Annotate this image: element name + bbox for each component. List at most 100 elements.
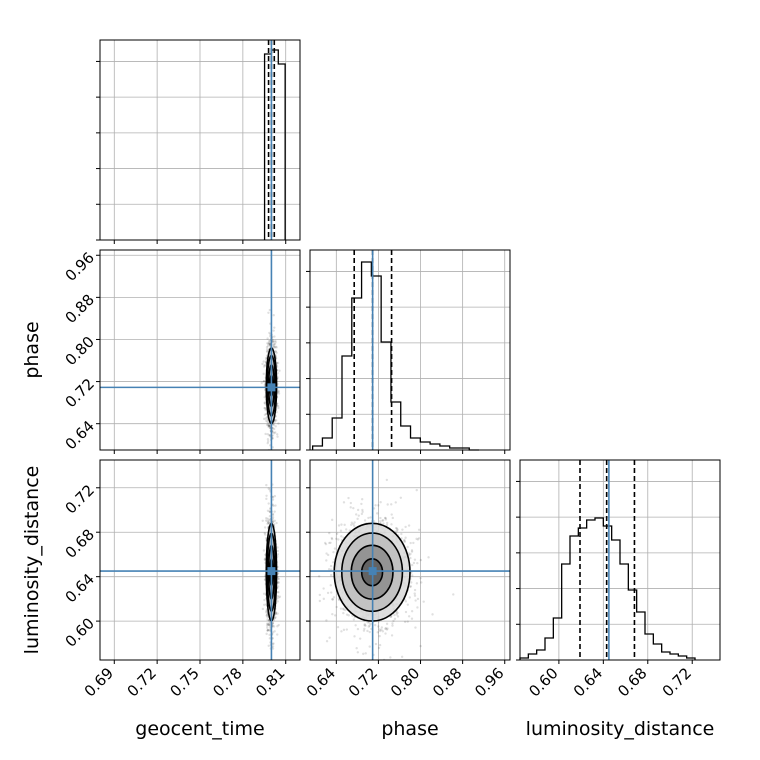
- sample-point: [369, 516, 372, 519]
- sample-point: [263, 364, 266, 367]
- sample-point: [265, 348, 269, 351]
- sample-point: [263, 531, 266, 535]
- sample-point: [262, 549, 266, 552]
- sample-point: [265, 611, 268, 614]
- sample-point: [267, 502, 270, 505]
- sample-point: [347, 496, 350, 500]
- sample-point: [268, 621, 271, 625]
- sample-point: [267, 423, 271, 427]
- sample-point: [355, 647, 358, 650]
- sample-point: [385, 523, 389, 527]
- sample-point: [416, 597, 420, 601]
- sample-point: [276, 361, 280, 365]
- sample-point: [266, 517, 270, 521]
- sample-point: [361, 498, 364, 501]
- sample-point: [265, 624, 269, 627]
- sample-point: [401, 528, 404, 531]
- sample-point: [339, 529, 343, 532]
- x-axis-label-luminosity_distance: luminosity_distance: [526, 718, 715, 740]
- sample-point: [327, 567, 331, 571]
- sample-point: [266, 622, 270, 626]
- sample-point: [367, 621, 371, 624]
- sample-point: [268, 637, 272, 640]
- sample-point: [350, 521, 354, 524]
- sample-point: [260, 381, 263, 384]
- x-tick-label-geocent_time: 0.75: [166, 664, 202, 700]
- sample-point: [379, 500, 382, 504]
- sample-point: [378, 643, 382, 647]
- sample-point: [272, 504, 275, 508]
- sample-point: [417, 528, 421, 531]
- sample-point: [265, 349, 269, 353]
- sample-point: [343, 523, 346, 527]
- sample-point: [407, 552, 411, 555]
- sample-point: [276, 594, 280, 598]
- sample-point: [363, 519, 367, 522]
- sample-point: [330, 536, 333, 540]
- sample-point: [268, 623, 271, 626]
- sample-point: [264, 432, 267, 436]
- y-axis-label-luminosity_distance: luminosity_distance: [21, 466, 43, 655]
- sample-point: [396, 528, 399, 531]
- sample-point: [329, 573, 333, 577]
- x-tick-label-luminosity_distance: 0.68: [614, 664, 650, 700]
- sample-point: [390, 523, 393, 526]
- sample-point: [264, 356, 268, 360]
- sample-point: [267, 425, 270, 429]
- sample-point: [264, 417, 268, 420]
- sample-point: [337, 538, 340, 541]
- sample-point: [361, 510, 364, 514]
- sample-point: [318, 599, 322, 603]
- sample-point: [410, 549, 414, 552]
- sample-point: [328, 541, 331, 545]
- sample-point: [382, 522, 385, 525]
- sample-point: [265, 494, 268, 497]
- sample-point: [408, 596, 412, 599]
- sample-point: [325, 552, 328, 555]
- sample-point: [263, 413, 267, 416]
- sample-point: [431, 613, 434, 616]
- sample-point: [384, 516, 387, 520]
- sample-point: [266, 441, 269, 445]
- sample-point: [277, 623, 280, 627]
- sample-point: [404, 600, 408, 603]
- sample-point: [272, 343, 276, 346]
- sample-point: [345, 613, 349, 616]
- sample-point: [392, 619, 395, 623]
- sample-point: [362, 652, 365, 656]
- sample-point: [409, 552, 412, 556]
- sample-point: [271, 621, 275, 625]
- sample-point: [413, 592, 416, 595]
- sample-point: [267, 424, 271, 428]
- sample-point: [263, 526, 267, 529]
- sample-point: [272, 345, 276, 348]
- x-tick-label-geocent_time: 0.69: [81, 664, 117, 700]
- sample-point: [272, 343, 275, 347]
- sample-point: [322, 587, 325, 590]
- sample-point: [342, 607, 345, 610]
- sample-point: [272, 520, 275, 523]
- sample-point: [268, 623, 272, 627]
- sample-point: [323, 541, 327, 545]
- y-tick-label-phase: 0.72: [62, 375, 98, 411]
- sample-point: [329, 564, 333, 568]
- sample-point: [353, 635, 356, 638]
- sample-point: [266, 438, 270, 441]
- sample-point: [379, 520, 382, 523]
- x-axis-label-geocent_time: geocent_time: [135, 718, 264, 740]
- sample-point: [268, 488, 271, 491]
- sample-point: [395, 529, 399, 533]
- sample-point: [277, 591, 280, 594]
- sample-point: [395, 527, 399, 530]
- sample-point: [271, 498, 275, 501]
- sample-point: [406, 545, 409, 549]
- sample-point: [263, 407, 267, 410]
- sample-point: [369, 622, 372, 626]
- sample-point: [322, 597, 325, 601]
- sample-point: [391, 622, 394, 625]
- sample-point: [272, 329, 275, 332]
- sample-point: [356, 517, 359, 521]
- sample-point: [274, 339, 277, 343]
- truth-marker-geocent_time_phase: [267, 383, 276, 392]
- sample-point: [268, 633, 271, 637]
